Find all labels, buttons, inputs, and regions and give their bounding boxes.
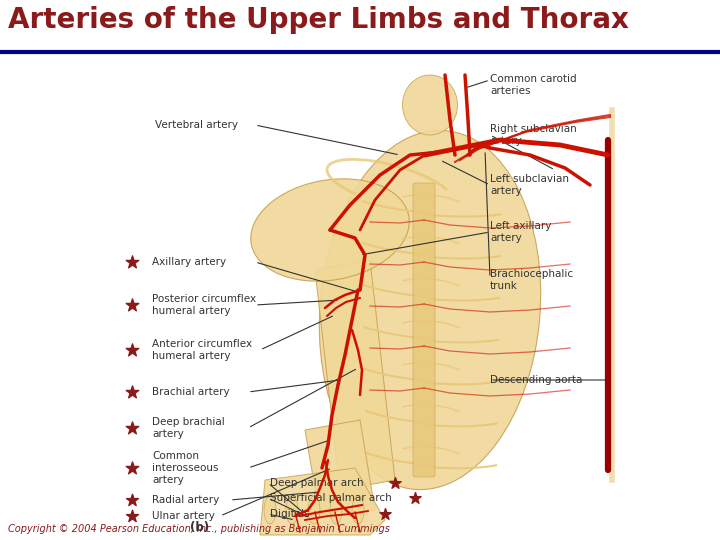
Text: Axillary artery: Axillary artery — [152, 257, 226, 267]
Point — [126, 496, 138, 504]
FancyBboxPatch shape — [413, 183, 435, 477]
Ellipse shape — [330, 496, 342, 524]
Ellipse shape — [251, 179, 409, 281]
Point — [126, 346, 138, 354]
Text: Radial artery: Radial artery — [152, 495, 220, 505]
Text: Common carotid
arteries: Common carotid arteries — [490, 74, 577, 96]
Text: Descending aorta: Descending aorta — [490, 375, 582, 385]
Polygon shape — [260, 468, 385, 535]
Text: Left subclavian
artery: Left subclavian artery — [490, 174, 569, 196]
Point — [126, 388, 138, 396]
Point — [126, 464, 138, 472]
Text: (b): (b) — [190, 522, 210, 535]
Polygon shape — [315, 260, 395, 490]
Text: Brachial artery: Brachial artery — [152, 387, 230, 397]
Ellipse shape — [264, 496, 276, 524]
Text: Arteries of the Upper Limbs and Thorax: Arteries of the Upper Limbs and Thorax — [8, 6, 629, 34]
Text: Common
interosseous
artery: Common interosseous artery — [152, 451, 218, 484]
Text: Brachiocephalic
trunk: Brachiocephalic trunk — [490, 269, 573, 291]
Point — [126, 424, 138, 433]
Point — [409, 494, 420, 502]
Text: Deep palmar arch: Deep palmar arch — [270, 478, 364, 488]
Text: Copyright © 2004 Pearson Education, Inc., publishing as Benjamin Cummings: Copyright © 2004 Pearson Education, Inc.… — [8, 524, 390, 534]
Text: Deep brachial
artery: Deep brachial artery — [152, 417, 225, 439]
Text: Vertebral artery: Vertebral artery — [155, 120, 238, 130]
Text: Digitals: Digitals — [270, 509, 310, 519]
Point — [379, 510, 391, 518]
Ellipse shape — [402, 75, 457, 135]
Point — [390, 478, 401, 487]
Text: Anterior circumflex
humeral artery: Anterior circumflex humeral artery — [152, 339, 252, 361]
Point — [126, 301, 138, 309]
Ellipse shape — [319, 131, 541, 490]
Text: Superficial palmar arch: Superficial palmar arch — [270, 493, 392, 503]
Ellipse shape — [352, 496, 364, 524]
Point — [126, 258, 138, 266]
Point — [126, 512, 138, 521]
Ellipse shape — [286, 496, 298, 524]
Text: Ulnar artery: Ulnar artery — [152, 511, 215, 521]
Text: Left axillary
artery: Left axillary artery — [490, 221, 552, 243]
Text: Right subclavian
artery: Right subclavian artery — [490, 124, 577, 146]
Text: Posterior circumflex
humeral artery: Posterior circumflex humeral artery — [152, 294, 256, 316]
Polygon shape — [305, 420, 375, 518]
Ellipse shape — [308, 496, 320, 524]
